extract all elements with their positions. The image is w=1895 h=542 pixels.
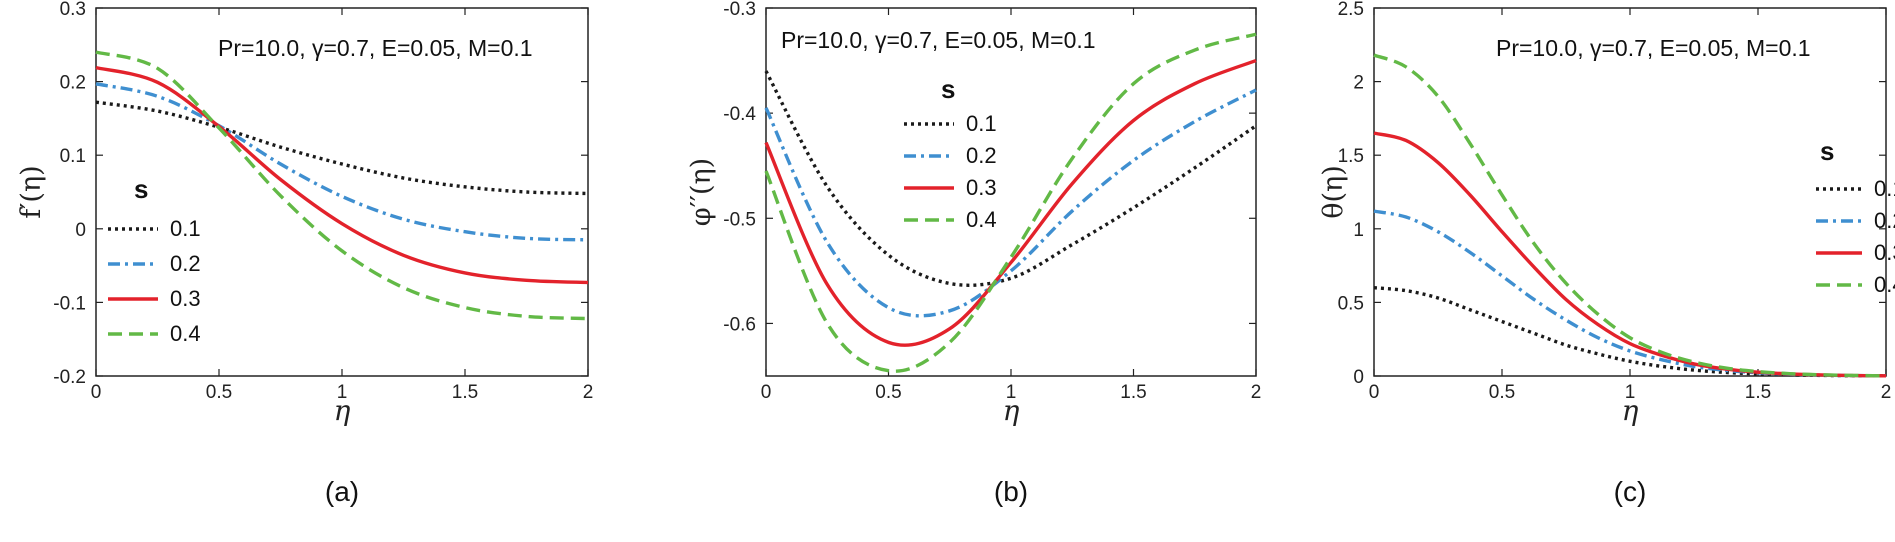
panel-b-legend-items: 0.1 0.2 0.3 0.4 <box>904 111 997 232</box>
panel-a-annotation: Pr=10.0, γ=0.7, E=0.05, M=0.1 <box>218 35 533 61</box>
panel-c-frame <box>1373 7 1887 377</box>
y-tick-label: 2 <box>1353 73 1364 94</box>
y-tick-label: 1.5 <box>1338 146 1364 167</box>
x-tick-label: 2 <box>583 382 594 403</box>
series-line-s-0.3 <box>764 58 1257 347</box>
series-line-s-0.1 <box>1373 285 1887 378</box>
x-tick-label: 1.5 <box>1120 382 1146 403</box>
series-line-s-0.2 <box>764 88 1257 318</box>
panel-a-legend: s 0.1 0.2 0.3 0.4 <box>108 174 201 346</box>
panel-b: 0 0.5 1 1.5 2 -0.6 -0.5 -0.4 -0.3 Pr=10.0, γ=0.… <box>686 0 1261 507</box>
panel-a: 0 0.5 1 1.5 2 -0.2 -0.1 0 0.1 0.2 0.3 Pr=10.0, γ=… <box>16 0 593 507</box>
y-tick-label: 0 <box>1353 367 1364 388</box>
y-tick-label: 0.5 <box>1338 293 1364 314</box>
panel-a-x-ticks: 0 0.5 1 1.5 2 <box>91 8 594 403</box>
panel-b-frame <box>765 7 1257 377</box>
x-tick-label: 1 <box>1006 382 1017 403</box>
panel-c-x-label: η <box>1622 394 1639 427</box>
legend-label-s-0.2: 0.2 <box>966 143 997 168</box>
x-tick-label: 0.5 <box>875 382 901 403</box>
panel-a-legend-items: 0.1 0.2 0.3 0.4 <box>108 216 201 346</box>
legend-label-s-0.3: 0.3 <box>966 175 997 200</box>
x-tick-label: 0.5 <box>1489 382 1515 403</box>
x-tick-label: 0.5 <box>206 382 232 403</box>
series-line-s-0.1 <box>95 100 589 196</box>
panel-c-legend-title: s <box>1820 136 1834 166</box>
panel-c-legend: s 0.1 0.2 0.3 0.4 <box>1816 136 1895 297</box>
panel-a-x-label: η <box>334 394 351 427</box>
series-line-s-0.4 <box>1373 53 1887 378</box>
series-line-s-0.2 <box>1373 209 1887 378</box>
series-line-s-0.4 <box>95 50 589 321</box>
panel-a-y-ticks: -0.2 -0.1 0 0.1 0.2 0.3 <box>53 0 588 388</box>
panel-b-annotation: Pr=10.0, γ=0.7, E=0.05, M=0.1 <box>781 27 1096 53</box>
x-tick-label: 1 <box>337 382 348 403</box>
panel-a-series <box>95 50 589 321</box>
panel-b-y-label: φ′′(η) <box>686 158 717 226</box>
panel-c-x-ticks: 0 0.5 1 1.5 2 <box>1369 8 1892 403</box>
legend-label-s-0.4: 0.4 <box>170 321 201 346</box>
x-tick-label: 1.5 <box>1745 382 1771 403</box>
panel-c-legend-items: 0.1 0.2 0.3 0.4 <box>1816 176 1895 297</box>
panel-b-x-ticks: 0 0.5 1 1.5 2 <box>761 8 1262 403</box>
y-tick-label: -0.6 <box>723 314 756 335</box>
y-tick-label: -0.3 <box>723 0 756 20</box>
legend-label-s-0.4: 0.4 <box>1874 272 1895 297</box>
panel-c-y-ticks: 0 0.5 1 1.5 2 2.5 <box>1338 0 1886 388</box>
legend-label-s-0.1: 0.1 <box>170 216 201 241</box>
series-line-s-0.2 <box>95 82 589 242</box>
y-tick-label: -0.2 <box>53 367 86 388</box>
legend-label-s-0.1: 0.1 <box>966 111 997 136</box>
y-tick-label: -0.5 <box>723 209 756 230</box>
panel-b-x-label: η <box>1003 394 1020 427</box>
legend-label-s-0.3: 0.3 <box>1874 240 1895 265</box>
panel-a-caption: (a) <box>325 476 359 507</box>
panel-c-caption: (c) <box>1614 476 1647 507</box>
panel-c-series <box>1373 53 1887 378</box>
legend-label-s-0.4: 0.4 <box>966 207 997 232</box>
series-line-s-0.1 <box>764 70 1257 287</box>
y-tick-label: 0.3 <box>60 0 86 20</box>
legend-label-s-0.1: 0.1 <box>1874 176 1895 201</box>
series-line-s-0.4 <box>764 32 1257 373</box>
x-tick-label: 2 <box>1881 382 1892 403</box>
x-tick-label: 0 <box>761 382 772 403</box>
y-tick-label: -0.1 <box>53 293 86 314</box>
y-tick-label: 0.2 <box>60 73 86 94</box>
panel-a-legend-title: s <box>134 174 148 204</box>
x-tick-label: 1.5 <box>452 382 478 403</box>
x-tick-label: 0 <box>91 382 102 403</box>
series-line-s-0.3 <box>1373 131 1887 378</box>
panel-b-legend-title: s <box>941 74 955 104</box>
y-tick-label: 0 <box>75 220 86 241</box>
y-tick-label: 2.5 <box>1338 0 1364 20</box>
panel-b-y-ticks: -0.6 -0.5 -0.4 -0.3 <box>723 0 1256 335</box>
legend-label-s-0.3: 0.3 <box>170 286 201 311</box>
legend-label-s-0.2: 0.2 <box>170 251 201 276</box>
legend-label-s-0.2: 0.2 <box>1874 208 1895 233</box>
x-tick-label: 0 <box>1369 382 1380 403</box>
y-tick-label: 0.1 <box>60 146 86 167</box>
panel-c-annotation: Pr=10.0, γ=0.7, E=0.05, M=0.1 <box>1496 35 1811 61</box>
panel-c: 0 0.5 1 1.5 2 0 0.5 1 1.5 2 2.5 Pr=10.0, γ=0.7, E… <box>1318 0 1895 507</box>
panel-a-y-label: f′(η) <box>16 165 47 218</box>
x-tick-label: 1 <box>1625 382 1636 403</box>
x-tick-label: 2 <box>1251 382 1262 403</box>
series-line-s-0.3 <box>95 65 589 285</box>
panel-b-caption: (b) <box>994 476 1028 507</box>
y-tick-label: -0.4 <box>723 104 756 125</box>
panel-b-legend: s 0.1 0.2 0.3 0.4 <box>904 74 997 232</box>
panel-b-series <box>764 32 1257 373</box>
panel-c-y-label: θ(η) <box>1318 165 1349 219</box>
y-tick-label: 1 <box>1353 220 1364 241</box>
